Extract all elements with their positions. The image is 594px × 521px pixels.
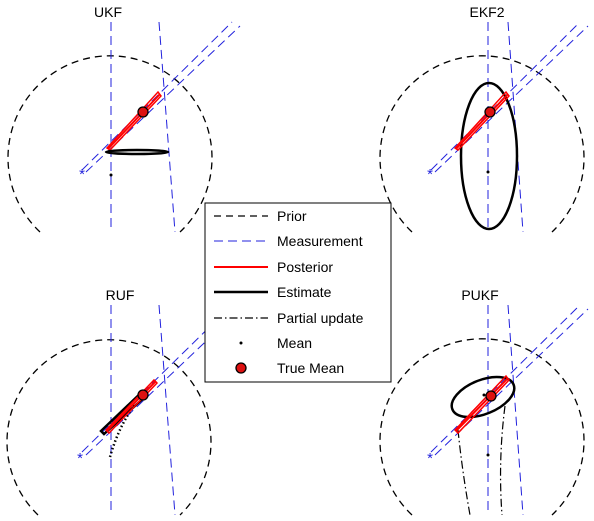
mean-dot-ukf — [109, 173, 113, 177]
prior-contour-ruf — [6, 339, 212, 516]
true-mean-marker-ruf — [137, 389, 149, 401]
panel-title-ukf: UKF — [94, 4, 122, 20]
posterior-axis-ruf — [106, 380, 157, 432]
legend-label-measurement: Measurement — [277, 233, 363, 249]
posterior-axis-ekf2 — [455, 93, 509, 150]
origin-asterisk-pukf: * — [427, 450, 433, 467]
panel-title-pukf: PUKF — [461, 287, 498, 303]
panel-ukf: UKF * — [7, 4, 241, 233]
panel-pukf: PUKF * — [379, 287, 589, 516]
legend-label-true-mean: True Mean — [277, 360, 344, 376]
true-mean-marker-ekf2 — [484, 106, 496, 118]
legend-label-mean: Mean — [277, 335, 312, 351]
legend-swatch-true-mean — [235, 362, 247, 374]
panel-ekf2: EKF2 * — [379, 4, 589, 233]
posterior-axis-ukf — [107, 93, 161, 150]
origin-asterisk-ukf: * — [79, 166, 85, 183]
true-mean-marker-ukf — [137, 106, 149, 118]
prior-contour-ukf — [7, 55, 213, 233]
origin-asterisk-ekf2: * — [427, 166, 433, 183]
legend-label-estimate: Estimate — [277, 284, 332, 300]
estimate-contour-ekf2 — [459, 81, 519, 231]
prior-contour-ekf2 — [379, 55, 585, 233]
panel-title-ruf: RUF — [106, 287, 135, 303]
partial-update-path-b-pukf — [499, 405, 506, 516]
mean-dot-ekf2 — [486, 170, 490, 174]
panel-title-ekf2: EKF2 — [469, 4, 504, 20]
legend-label-posterior: Posterior — [277, 259, 333, 275]
mean-dot-b-pukf — [482, 393, 486, 397]
legend-label-prior: Prior — [277, 208, 307, 224]
measurement-slanted-pukf — [507, 304, 524, 516]
estimate-contour-ukf — [104, 148, 170, 156]
origin-asterisk-ruf: * — [77, 450, 83, 467]
partial-update-path-pukf — [457, 429, 471, 516]
measurement-slanted-ruf — [158, 304, 176, 516]
measurement-slanted-ukf — [158, 21, 176, 233]
mean-dot-pukf — [486, 453, 490, 457]
true-mean-marker-pukf — [485, 390, 497, 402]
partial-update-path-ruf — [108, 403, 137, 458]
legend: Prior Measurement Posterior Estimate Par… — [204, 202, 392, 383]
posterior-axis-pukf — [455, 377, 509, 432]
legend-swatch-mean — [239, 341, 243, 345]
prior-contour-pukf — [379, 338, 585, 516]
estimate-contour-pukf — [450, 375, 516, 419]
legend-label-partial-update: Partial update — [277, 310, 364, 326]
